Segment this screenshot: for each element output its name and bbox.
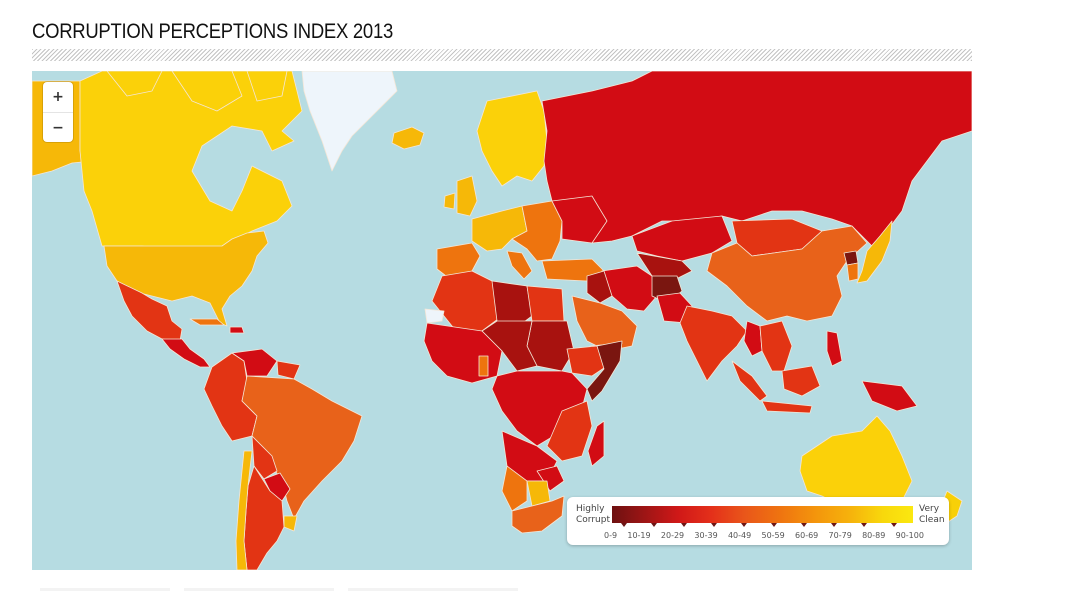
legend-range: 70-79 (828, 531, 852, 540)
legend-range: 80-89 (862, 531, 886, 540)
tick-marker (711, 523, 717, 527)
region-venezuela (231, 348, 278, 377)
region-greenland (301, 71, 398, 172)
region-indochina (759, 320, 793, 372)
tick-marker (771, 523, 777, 527)
tick-marker (861, 523, 867, 527)
region-western-sahara (424, 308, 445, 324)
region-central-america (161, 338, 211, 368)
zoom-control: + − (43, 82, 73, 142)
tick-marker (741, 523, 747, 527)
region-ireland (443, 192, 456, 210)
legend-highly-corrupt-label: Highly Corrupt (576, 504, 610, 525)
region-ethiopia (566, 345, 608, 377)
legend-ticks (612, 523, 913, 528)
region-mexico (116, 280, 183, 342)
legend-range: 0-9 (604, 531, 618, 540)
region-western-europe (471, 205, 528, 252)
region-north-korea (843, 250, 859, 266)
tick-marker (801, 523, 807, 527)
region-sumatra (731, 360, 768, 402)
region-bolivia (251, 435, 278, 480)
page-title: CORRUPTION PERCEPTIONS INDEX 2013 (32, 20, 393, 43)
region-central-asia (636, 252, 693, 282)
region-myanmar (743, 320, 763, 357)
region-guianas (276, 360, 301, 380)
legend: Highly Corrupt 0-9 10-19 20-29 30-39 40-… (567, 497, 949, 545)
bottom-tab[interactable] (348, 588, 518, 591)
region-borneo (781, 365, 821, 397)
region-canada-islands (106, 71, 288, 112)
region-australia (799, 415, 913, 512)
legend-range: 90-100 (895, 531, 924, 540)
region-india (679, 305, 748, 382)
legend-range: 10-19 (627, 531, 651, 540)
region-namibia (501, 465, 528, 512)
region-scandinavia (476, 90, 548, 187)
legend-range: 60-69 (795, 531, 819, 540)
zoom-in-button[interactable]: + (52, 89, 64, 105)
tick-marker (681, 523, 687, 527)
world-map[interactable]: + − Highly Corrupt 0-9 10-19 20-29 30-39… (32, 71, 972, 570)
region-madagascar (587, 420, 605, 467)
legend-range: 20-29 (660, 531, 685, 540)
region-south-africa (511, 495, 565, 534)
region-chile (235, 450, 253, 570)
region-botswana (526, 480, 551, 507)
region-iceland (391, 126, 425, 150)
tick-marker (891, 523, 897, 527)
bottom-tab[interactable] (184, 588, 334, 591)
map-canvas[interactable] (32, 71, 972, 570)
legend-range: 40-49 (727, 531, 752, 540)
zoom-out-button[interactable]: − (43, 112, 73, 142)
region-saudi-arabia (571, 295, 638, 352)
region-philippines (826, 330, 843, 367)
region-iraq (586, 270, 613, 304)
region-ukraine (551, 195, 608, 244)
region-uk (456, 175, 478, 217)
region-china (706, 225, 868, 322)
region-italy (506, 250, 533, 280)
region-egypt (526, 285, 565, 322)
title-divider (32, 49, 972, 61)
region-uruguay (283, 515, 298, 532)
region-east-africa (546, 400, 593, 462)
region-brazil (241, 375, 363, 520)
region-north-africa-west (431, 270, 508, 337)
tick-marker (651, 523, 657, 527)
region-somalia (586, 340, 623, 402)
region-java (761, 400, 813, 414)
legend-very-clean-label: Very Clean (919, 504, 945, 525)
bottom-tab[interactable] (40, 588, 170, 591)
legend-color-scale (612, 506, 913, 523)
region-cuba (189, 318, 225, 326)
region-haiti (229, 326, 245, 334)
tick-marker (621, 523, 627, 527)
tick-marker (831, 523, 837, 527)
legend-range: 30-39 (694, 531, 718, 540)
region-papua (861, 380, 918, 412)
region-ghana (478, 355, 489, 377)
bottom-tabs (40, 588, 640, 592)
legend-range-labels: 0-9 10-19 20-29 30-39 40-49 50-59 60-69 … (604, 531, 924, 541)
legend-range: 50-59 (761, 531, 785, 540)
region-south-korea (846, 262, 859, 282)
region-iran (601, 265, 658, 312)
region-japan (856, 220, 893, 284)
